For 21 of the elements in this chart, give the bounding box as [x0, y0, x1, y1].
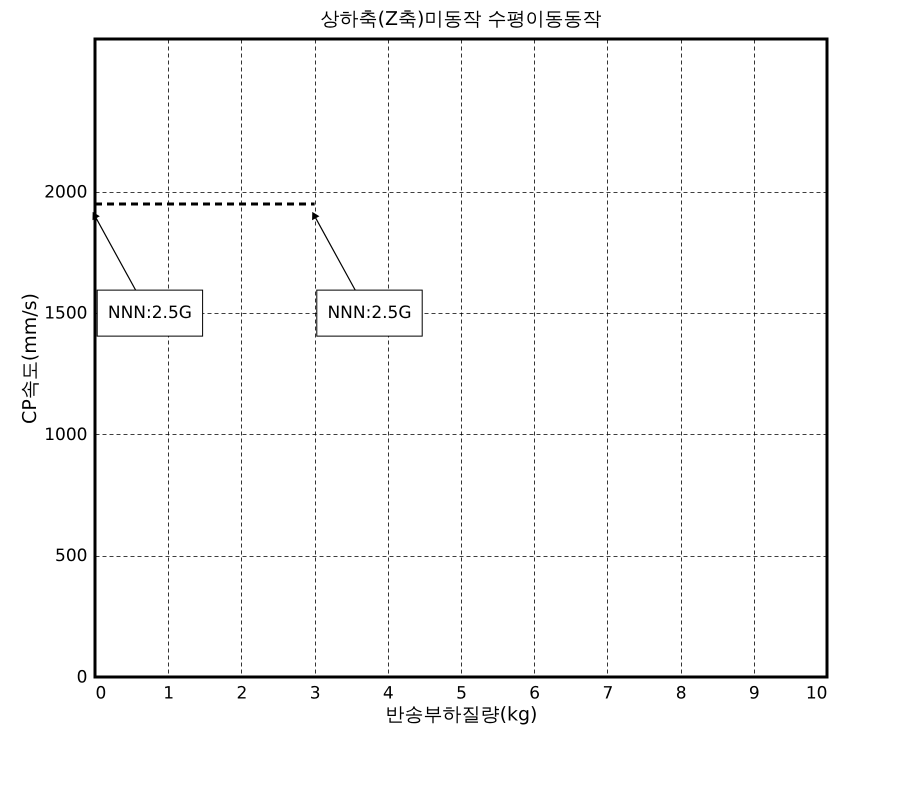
x-tick-label: 2 — [236, 684, 248, 704]
y-tick-label: 1500 — [44, 304, 88, 324]
x-tick-label: 4 — [382, 684, 394, 704]
x-tick-label: 10 — [806, 684, 828, 704]
chart-title: 상하축(Z축)미동작 수평이동동작 — [320, 8, 602, 30]
x-tick-label: 3 — [310, 684, 321, 704]
x-tick-label: 9 — [748, 684, 760, 704]
x-tick-label: 1 — [163, 684, 174, 704]
y-axis-title: CP속도(mm/s) — [19, 293, 42, 424]
y-tick-label: 2000 — [44, 182, 88, 202]
x-tick-label: 6 — [529, 684, 540, 704]
y-tick-label: 500 — [55, 546, 88, 566]
annotation: NNN:2.5G — [108, 303, 192, 324]
x-axis-title: 반송부하질량(kg) — [386, 704, 538, 726]
x-tick-label: 7 — [602, 684, 614, 704]
x-tick-label: 0 — [96, 684, 106, 704]
x-tick-label: 5 — [456, 684, 467, 704]
y-tick-label: 1000 — [44, 424, 88, 445]
x-tick-label: 8 — [676, 684, 687, 704]
y-tick-label: 0 — [76, 668, 88, 688]
annotation: NNN:2.5G — [327, 303, 412, 324]
